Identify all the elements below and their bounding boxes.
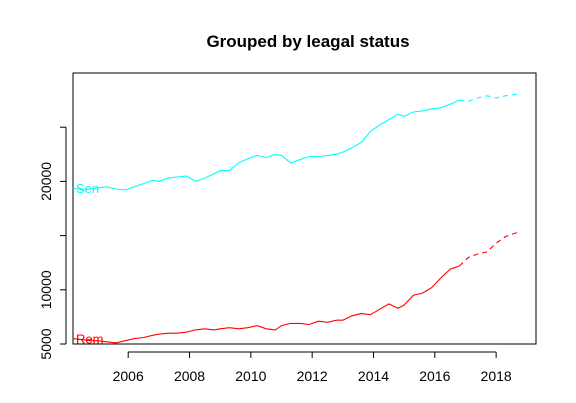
series-rem-label: Rem [76,332,103,347]
x-tick-label: 2016 [419,368,450,384]
series-layer [72,91,521,344]
series-rem-observed-line [72,265,460,344]
series-sen-forecast-line [459,91,521,102]
series-sen-observed-line [72,99,460,191]
x-tick-label: 2018 [481,368,512,384]
x-tick-label: 2008 [174,368,205,384]
y-tick-label: 20000 [38,162,54,201]
y-tick-label: 5000 [38,328,54,359]
series-sen-label: Sen [76,181,99,196]
y-axis: 5000 10000 20000 [38,126,67,360]
series-label-layer: Sen Rem [76,181,103,347]
chart-title: Grouped by leagal status [206,32,409,51]
plot-area-frame [72,72,537,345]
y-tick-label: 10000 [38,270,54,309]
x-axis: 2006 2008 2010 2012 2014 2016 2018 [113,351,512,384]
x-tick-label: 2006 [113,368,144,384]
x-tick-label: 2012 [297,368,328,384]
x-tick-label: 2014 [358,368,389,384]
x-tick-label: 2010 [235,368,266,384]
series-rem-forecast-line [458,230,521,267]
